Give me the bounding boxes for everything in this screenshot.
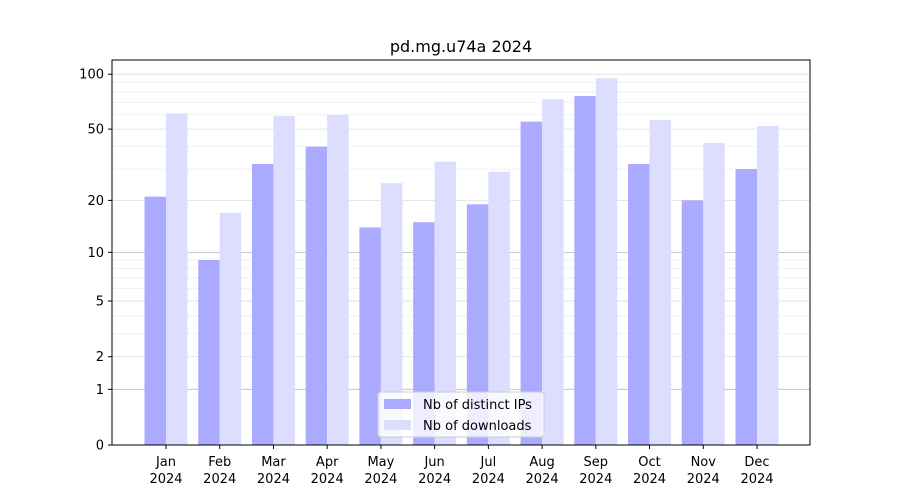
y-tick-label: 2 [96,350,104,365]
legend-swatch [384,420,411,430]
ip-bar-5 [413,222,435,445]
x-tick-label: Apr 2024 [311,455,344,487]
ip-bar-9 [628,164,650,445]
y-tick-label: 5 [96,295,104,310]
legend-label: Nb of downloads [423,419,532,434]
download-bar-9 [649,120,672,446]
ip-bar-11 [735,169,757,445]
download-bar-0 [166,113,188,446]
ip-bar-7 [520,121,543,446]
legend-swatch [384,399,411,409]
legend: Nb of distinct IPs Nb of downloads [377,391,545,438]
y-tick-label: 100 [79,68,104,83]
download-bar-1 [219,212,242,445]
ip-bar-8 [574,95,596,446]
legend-label: Nb of distinct IPs [423,398,532,413]
x-tick-label: Nov 2024 [687,455,720,487]
x-tick-label: Jan 2024 [149,455,182,487]
ip-bar-3 [305,146,328,445]
chart-title: pd.mg.u74a 2024 [390,37,532,56]
download-bar-10 [703,142,725,445]
y-tick-label: 50 [87,123,104,138]
y-tick-label: 20 [87,194,104,209]
x-tick-label: Jun 2024 [418,455,451,487]
y-tick-label: 1 [96,383,104,398]
x-tick-label: Oct 2024 [633,455,666,487]
download-bar-2 [273,116,295,445]
download-bar-3 [327,114,349,445]
ip-bar-10 [681,200,704,445]
x-tick-label: May 2024 [364,455,397,487]
x-tick-label: Sep 2024 [579,455,612,487]
download-bar-8 [595,78,618,446]
x-tick-label: Dec 2024 [740,455,773,487]
x-tick-label: Aug 2024 [526,455,559,487]
y-tick-label: 10 [87,246,104,261]
x-tick-label: Jul 2024 [472,455,505,487]
download-bar-7 [542,99,564,445]
legend-box [377,391,545,438]
download-bar-4 [380,183,403,446]
y-tick-label: 0 [96,439,104,454]
x-tick-label: Mar 2024 [257,455,290,487]
ip-bar-2 [251,164,274,445]
download-bar-11 [757,126,779,445]
ip-bar-0 [144,196,166,445]
download-bar-6 [488,171,510,445]
download-bar-5 [434,161,457,446]
ip-bar-1 [198,260,220,445]
ip-bar-6 [466,204,489,445]
ip-bar-4 [359,227,381,445]
x-tick-label: Feb 2024 [203,455,236,487]
